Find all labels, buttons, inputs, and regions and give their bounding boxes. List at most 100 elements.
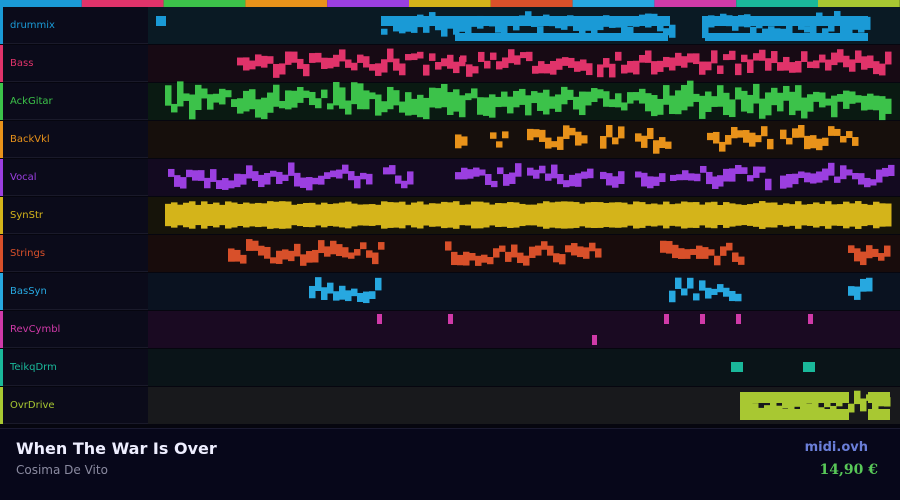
note xyxy=(303,202,310,228)
note xyxy=(237,203,244,227)
track-label[interactable]: SynStr xyxy=(0,197,148,234)
note xyxy=(201,201,208,229)
note xyxy=(575,173,582,187)
note xyxy=(699,280,706,291)
note xyxy=(693,293,700,301)
track-label[interactable]: Bass xyxy=(0,45,148,82)
note xyxy=(483,202,490,228)
note xyxy=(315,52,322,63)
note xyxy=(381,201,388,229)
note xyxy=(568,57,575,68)
note xyxy=(741,90,748,112)
note xyxy=(723,168,730,182)
note xyxy=(822,28,829,36)
note xyxy=(324,172,331,179)
note xyxy=(717,65,724,74)
track-label[interactable]: OvrDrive xyxy=(0,387,148,424)
note xyxy=(501,91,508,107)
note xyxy=(675,203,682,227)
note xyxy=(878,400,885,407)
note xyxy=(761,126,768,137)
note xyxy=(694,173,701,182)
note xyxy=(525,204,532,226)
note xyxy=(612,137,619,145)
note xyxy=(600,171,607,180)
note xyxy=(861,95,868,111)
note xyxy=(513,202,520,228)
note xyxy=(183,202,190,228)
track-label[interactable]: BasSyn xyxy=(0,273,148,310)
note xyxy=(848,245,855,253)
track-label[interactable]: drummix xyxy=(0,7,148,44)
footer: When The War Is Over Cosima De Vito midi… xyxy=(0,428,900,500)
note xyxy=(330,240,337,255)
note xyxy=(798,171,805,179)
note xyxy=(312,177,319,185)
strip-segment xyxy=(81,0,164,7)
note xyxy=(401,180,408,189)
strip-segment xyxy=(654,0,737,7)
note xyxy=(735,87,742,100)
note xyxy=(405,54,412,61)
note xyxy=(545,173,552,181)
note xyxy=(535,245,542,256)
note xyxy=(653,176,660,186)
track-label[interactable]: RevCymbl xyxy=(0,311,148,348)
note xyxy=(258,174,265,188)
track-label[interactable]: Vocal xyxy=(0,159,148,196)
note xyxy=(495,96,502,108)
note xyxy=(321,202,328,228)
note xyxy=(705,33,868,41)
note xyxy=(852,137,859,146)
note xyxy=(684,249,691,259)
note xyxy=(363,291,370,304)
note xyxy=(435,88,442,109)
note xyxy=(688,173,695,181)
note xyxy=(854,390,861,405)
note xyxy=(429,203,436,227)
note xyxy=(246,239,253,251)
note xyxy=(864,177,871,188)
note xyxy=(765,92,772,116)
note xyxy=(514,55,521,65)
track-label[interactable]: BackVkl xyxy=(0,121,148,158)
note xyxy=(539,129,546,142)
note xyxy=(515,163,522,177)
note xyxy=(855,95,862,103)
note xyxy=(505,251,512,262)
note xyxy=(849,59,856,72)
note xyxy=(705,91,712,112)
track-label[interactable]: TeikqDrm xyxy=(0,349,148,386)
note xyxy=(591,88,598,102)
note xyxy=(264,246,271,259)
note xyxy=(615,202,622,228)
track-label[interactable]: Strings xyxy=(0,235,148,272)
note xyxy=(547,245,554,256)
note xyxy=(876,169,883,183)
track-label[interactable]: AckGitar xyxy=(0,83,148,120)
site[interactable]: midi.ovh xyxy=(804,440,868,455)
note xyxy=(195,84,202,110)
note xyxy=(473,167,480,177)
note xyxy=(555,94,562,112)
note xyxy=(447,202,454,228)
note xyxy=(309,202,316,228)
note xyxy=(868,392,890,403)
note xyxy=(825,201,832,229)
note xyxy=(664,314,669,324)
note xyxy=(587,168,594,179)
note xyxy=(519,203,526,227)
track-row xyxy=(148,235,900,272)
note xyxy=(502,131,509,139)
note xyxy=(783,56,790,71)
note xyxy=(873,201,880,229)
note xyxy=(490,132,497,139)
note xyxy=(657,60,664,72)
note xyxy=(575,131,582,146)
note xyxy=(309,53,316,63)
note xyxy=(858,24,865,33)
note xyxy=(747,204,754,226)
note xyxy=(740,396,747,410)
note xyxy=(682,170,689,181)
